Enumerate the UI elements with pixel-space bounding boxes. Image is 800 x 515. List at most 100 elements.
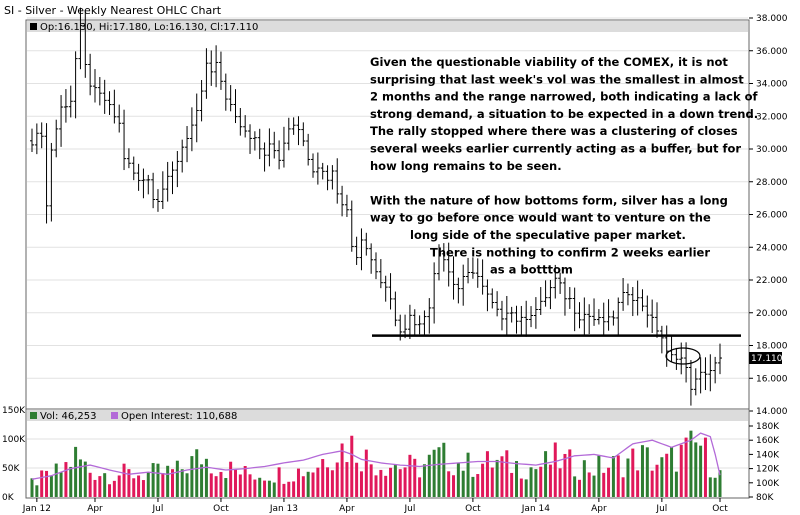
ohlc-bar <box>432 262 437 324</box>
ohlc-bar <box>490 288 495 309</box>
highlight-circle <box>665 347 701 365</box>
ohlc-bar <box>34 123 39 155</box>
ohlc-bar <box>713 356 718 384</box>
volume-bar <box>132 478 136 497</box>
price-tick-label: 36.000 <box>756 47 788 57</box>
volume-bar <box>398 469 402 497</box>
volume-bar <box>713 477 717 497</box>
volume-bar <box>500 456 504 497</box>
volume-bar <box>88 472 92 497</box>
price-tick-label: 28.000 <box>756 178 788 188</box>
ohlc-bar <box>63 89 68 123</box>
ohlc-bar <box>306 133 311 166</box>
annotation-line: how long remains to be seen. <box>370 159 562 173</box>
ohlc-bar <box>165 161 170 202</box>
volume-bar <box>452 475 456 497</box>
legend-swatch-price <box>30 23 37 30</box>
ohlc-bar <box>417 315 422 335</box>
volume-bar <box>597 455 601 497</box>
volume-bar <box>166 465 170 497</box>
volume-bar <box>49 475 53 497</box>
x-tick-label: Apr <box>339 504 355 514</box>
ohlc-bar <box>344 194 349 217</box>
ohlc-bar <box>693 368 698 396</box>
ohlc-bar <box>538 287 543 316</box>
ohlc-bar <box>572 287 577 332</box>
volume-bar <box>151 463 155 497</box>
volume-bar <box>122 463 126 497</box>
open-interest-tick-label: 180K <box>756 422 780 432</box>
volume-bar <box>219 471 223 497</box>
volume-bar <box>582 460 586 497</box>
open-interest-tick-label: 120K <box>756 465 780 475</box>
ohlc-bar <box>388 273 393 310</box>
ohlc-bar <box>543 280 548 307</box>
volume-bar <box>655 464 659 497</box>
volume-bar <box>437 447 441 497</box>
ohlc-bar <box>228 85 233 112</box>
volume-bar <box>384 475 388 497</box>
volume-bar <box>466 452 470 497</box>
volume-bar <box>602 472 606 497</box>
volume-bar <box>568 449 572 497</box>
volume-bar <box>330 470 334 497</box>
x-tick-label: Oct <box>712 504 728 514</box>
volume-bar <box>78 459 82 497</box>
volume-bar <box>708 477 712 497</box>
ohlc-bar <box>441 243 446 272</box>
volume-bar <box>456 462 460 497</box>
open-interest-line <box>31 432 721 480</box>
volume-bar <box>607 467 611 497</box>
ohlc-bar <box>587 304 592 335</box>
volume-bar <box>161 473 165 497</box>
ohlc-bar <box>456 277 461 304</box>
ohlc-bar <box>92 69 97 103</box>
ohlc-bar <box>562 277 567 316</box>
volume-bar <box>301 476 305 497</box>
volume-bar <box>403 467 407 497</box>
price-panel-header <box>27 21 748 32</box>
last-price-tag <box>749 352 782 364</box>
ohlc-bar <box>311 153 316 178</box>
ohlc-bar <box>688 359 693 406</box>
ohlc-bar <box>529 306 534 328</box>
volume-bar <box>287 481 291 497</box>
volume-bar <box>214 476 218 497</box>
volume-bar <box>267 480 271 497</box>
ohlc-bar <box>194 93 199 143</box>
volume-bar <box>558 468 562 497</box>
volume-bar <box>195 449 199 497</box>
ohlc-bar <box>73 51 78 119</box>
annotation-line: surprising that last week's vol was the … <box>370 72 744 86</box>
ohlc-bar <box>596 309 601 325</box>
volume-bar <box>54 463 58 497</box>
volume-bar <box>364 449 368 497</box>
ohlc-bar <box>650 299 655 333</box>
ohlc-bar <box>349 200 354 252</box>
volume-bar <box>296 468 300 497</box>
ohlc-bar <box>567 287 572 309</box>
ohlc-bar <box>553 264 558 299</box>
ohlc-bar <box>630 287 635 317</box>
x-tick-label: Jul <box>403 504 415 514</box>
ohlc-bar <box>485 279 490 312</box>
ohlc-bar <box>180 139 185 173</box>
volume-bar <box>665 453 669 497</box>
annotation-line: way to go before once would want to vent… <box>370 211 711 225</box>
ohlc-bar <box>122 109 127 171</box>
ohlc-bar <box>577 302 582 329</box>
volume-bar <box>340 443 344 497</box>
volume-bar <box>611 456 615 497</box>
volume-bar <box>40 470 44 497</box>
ohlc-bar <box>606 299 611 331</box>
ohlc-bar <box>364 232 369 256</box>
ohlc-bar <box>189 107 194 152</box>
volume-bar <box>243 466 247 497</box>
volume-bar <box>679 444 683 497</box>
ohlc-bar <box>272 131 277 159</box>
ohlc-bar <box>378 259 383 289</box>
volume-bar <box>156 463 160 497</box>
ohlc-bar <box>141 168 146 199</box>
ohlc-bar <box>703 357 708 391</box>
ohlc-bar <box>301 122 306 147</box>
